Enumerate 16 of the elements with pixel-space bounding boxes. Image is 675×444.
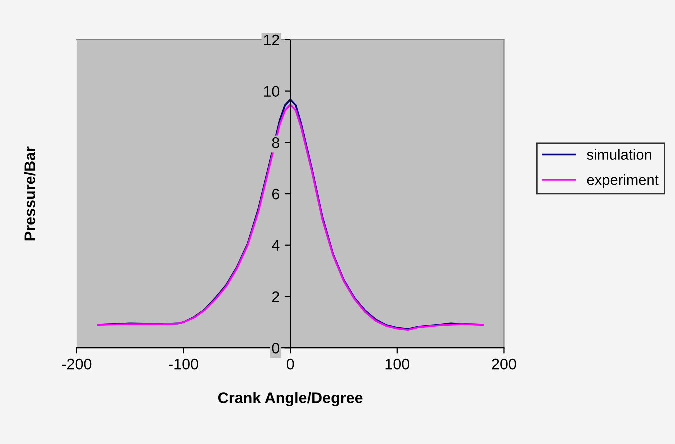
legend-label: simulation xyxy=(587,149,652,160)
x-tick-label: 0 xyxy=(286,358,294,370)
y-axis-title: Pressure/Bar xyxy=(24,146,36,241)
x-tick-label: 200 xyxy=(492,358,516,370)
y-tick-label: 0 xyxy=(272,342,280,354)
x-tick-label: -200 xyxy=(62,358,92,370)
y-tick-label: 4 xyxy=(272,240,280,251)
legend-label: experiment xyxy=(587,174,659,188)
y-tick-label: 2 xyxy=(272,292,280,302)
x-tick-label: 100 xyxy=(386,358,410,370)
y-tick-label: 8 xyxy=(272,138,280,148)
x-tick-label: -100 xyxy=(169,358,198,370)
y-tick-label: 6 xyxy=(272,188,280,200)
y-tick-label: 12 xyxy=(264,34,280,46)
x-axis-title: Crank Angle/Degree xyxy=(218,392,363,407)
y-tick-label: 10 xyxy=(264,86,280,97)
